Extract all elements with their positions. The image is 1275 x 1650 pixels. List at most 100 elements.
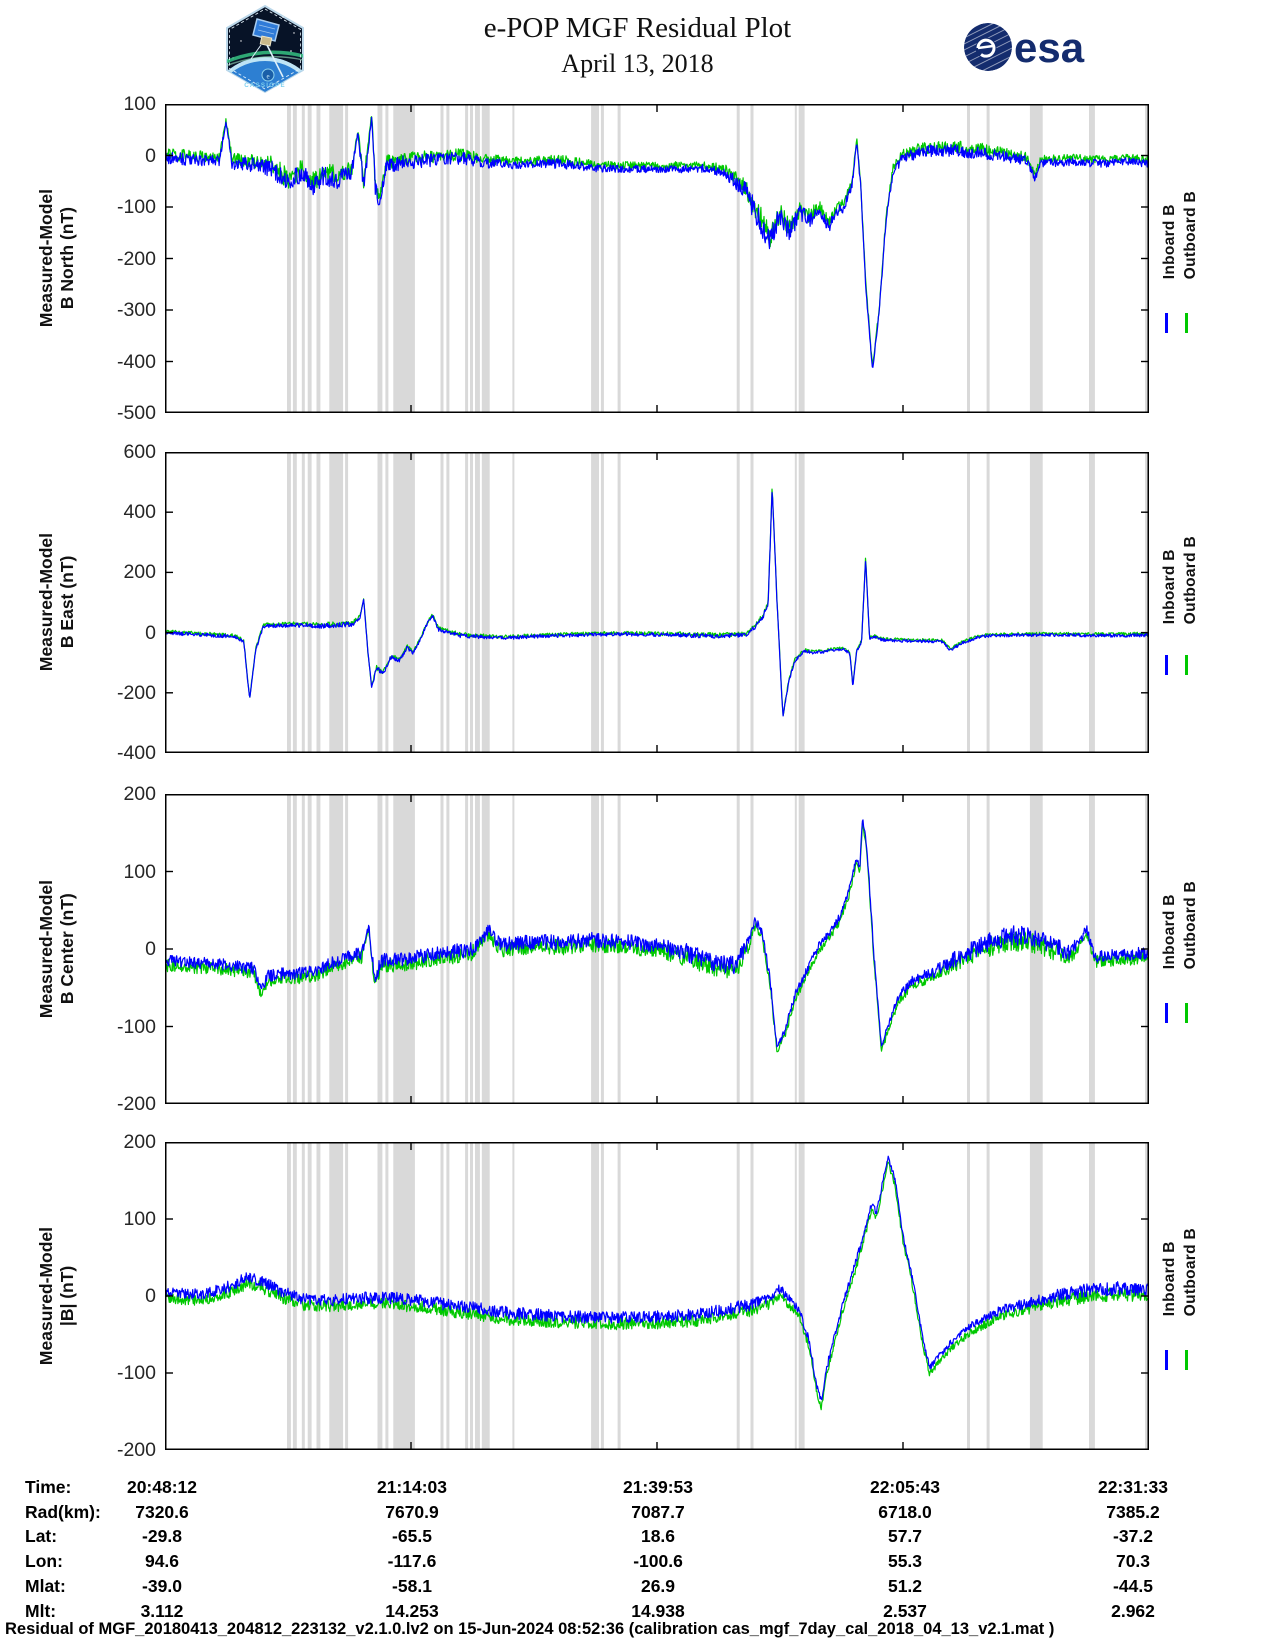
data-gap-band (798, 794, 805, 1104)
data-gap-band (329, 452, 344, 753)
data-gap-band (617, 1142, 621, 1450)
table-cell: 51.2 (887, 1575, 923, 1596)
data-gap-band (750, 794, 754, 1104)
data-gap-band (736, 452, 740, 753)
table-cell: 21:14:03 (376, 1477, 448, 1497)
data-gap-band (1029, 104, 1043, 413)
data-gap-band (329, 794, 344, 1104)
legend-outboard-label: Outboard B (1182, 1228, 1199, 1317)
axis-label-text: Measured-Model B Center (nT) (36, 879, 77, 1019)
data-gap-band (736, 1142, 740, 1450)
y-tick-label: -200 (116, 1439, 156, 1461)
legend-beast: Inboard B Outboard B (1161, 536, 1200, 624)
data-gap-band (345, 452, 349, 753)
table-cell: 18.6 (640, 1526, 676, 1547)
esa-logo-graphic: esa (964, 23, 1085, 71)
table-row-label: Rad(km): (25, 1501, 101, 1522)
data-gap-band (470, 1142, 473, 1450)
footer-text: Residual of MGF_20180413_204812_223132_v… (5, 1620, 1055, 1638)
inboard-trace (165, 491, 1149, 717)
data-gap-band (316, 794, 321, 1104)
table-cell: 55.3 (887, 1551, 923, 1572)
legend-outboard-label: Outboard B (1182, 536, 1199, 625)
data-gap-band (1089, 794, 1095, 1104)
data-gap-band (393, 452, 415, 753)
y-tick-label: -200 (116, 247, 156, 270)
table-cell: -117.6 (387, 1551, 437, 1572)
y-tick-label: 0 (145, 144, 156, 167)
y-tick-label: -400 (116, 350, 156, 373)
legend-inboard-label: Inboard B (1161, 203, 1178, 279)
data-gap-band (377, 452, 383, 753)
esa-globe (964, 23, 1012, 71)
data-gap-band (316, 452, 321, 753)
data-gap-band (967, 1142, 970, 1450)
data-gap-band (440, 1142, 444, 1450)
legend-inboard-marker (1165, 1003, 1168, 1024)
data-gap-band (465, 1142, 469, 1450)
table-cell: 57.7 (887, 1526, 923, 1547)
data-gap-band (475, 104, 480, 413)
data-gap-band (301, 104, 305, 413)
patch-aurora-arc (227, 50, 303, 65)
data-gap-band (481, 1142, 490, 1450)
data-gap-band (986, 452, 990, 753)
data-gap-band (446, 104, 450, 413)
data-gap-band (385, 104, 389, 413)
axis-label-bmag: Measured-Model |B| (nT) (32, 1142, 82, 1450)
data-gap-band (736, 104, 740, 413)
y-tick-label: -500 (116, 402, 156, 424)
table-cell: 7087.7 (631, 1501, 685, 1522)
data-gap-band (986, 104, 990, 413)
data-gap-band (512, 1142, 515, 1450)
legend-inboard-label: Inboard B (1161, 549, 1178, 625)
table-cell: 20:48:12 (126, 1477, 198, 1497)
data-gap-band (316, 1142, 321, 1450)
table-cell: 7670.9 (385, 1501, 439, 1522)
data-gap-band (446, 452, 450, 753)
data-gap-band (377, 794, 383, 1104)
table-row-label: Mlt: (25, 1600, 57, 1621)
data-gap-band (794, 794, 797, 1104)
table-cell: 22:05:43 (869, 1477, 941, 1497)
y-tick-label: 200 (123, 1131, 156, 1153)
cassiope-patch-graphic: e CASSIOPE (226, 4, 304, 94)
table-cell: -29.8 (142, 1526, 182, 1547)
data-gap-band (292, 104, 297, 413)
legend-outboard-marker (1185, 312, 1188, 333)
data-gap-band (329, 104, 344, 413)
data-gap-band (617, 104, 621, 413)
data-gap-band (1089, 452, 1095, 753)
data-gap-band (465, 452, 469, 753)
cassiope-mission-patch: e CASSIOPE (221, 3, 309, 100)
page-title: e-POP MGF Residual Plot (483, 12, 792, 44)
data-gap-band (794, 104, 797, 413)
outboard-trace (165, 1161, 1149, 1411)
data-gap-band (1029, 794, 1043, 1104)
axis-label-text: Measured-Model B North (nT) (36, 189, 77, 328)
data-gap-band (440, 794, 444, 1104)
table-cell: 2.962 (1111, 1600, 1155, 1621)
data-gap-band (591, 1142, 599, 1450)
data-gap-band (465, 104, 469, 413)
data-gap-band (617, 452, 621, 753)
panel-bnorth-plot (165, 104, 1149, 413)
y-tick-label: 100 (123, 93, 156, 115)
data-gap-band (600, 104, 604, 413)
esa-wordmark: esa (1014, 24, 1085, 71)
data-gap-band (986, 1142, 990, 1450)
data-gap-band (794, 1142, 797, 1450)
panel-beast-plot (165, 452, 1149, 753)
table-cell: 7320.6 (135, 1501, 189, 1522)
table-cell: -39.0 (142, 1575, 182, 1596)
y-tick-label: -200 (116, 1093, 156, 1115)
table-cell: 6718.0 (878, 1501, 932, 1522)
data-gap-band (393, 794, 415, 1104)
table-row-label: Lon: (25, 1551, 63, 1572)
table-cell: 14.253 (385, 1600, 439, 1621)
data-gap-band (301, 794, 305, 1104)
legend-inboard-label: Inboard B (1161, 1241, 1178, 1317)
data-gap-band (481, 794, 490, 1104)
data-gap-band (798, 452, 805, 753)
